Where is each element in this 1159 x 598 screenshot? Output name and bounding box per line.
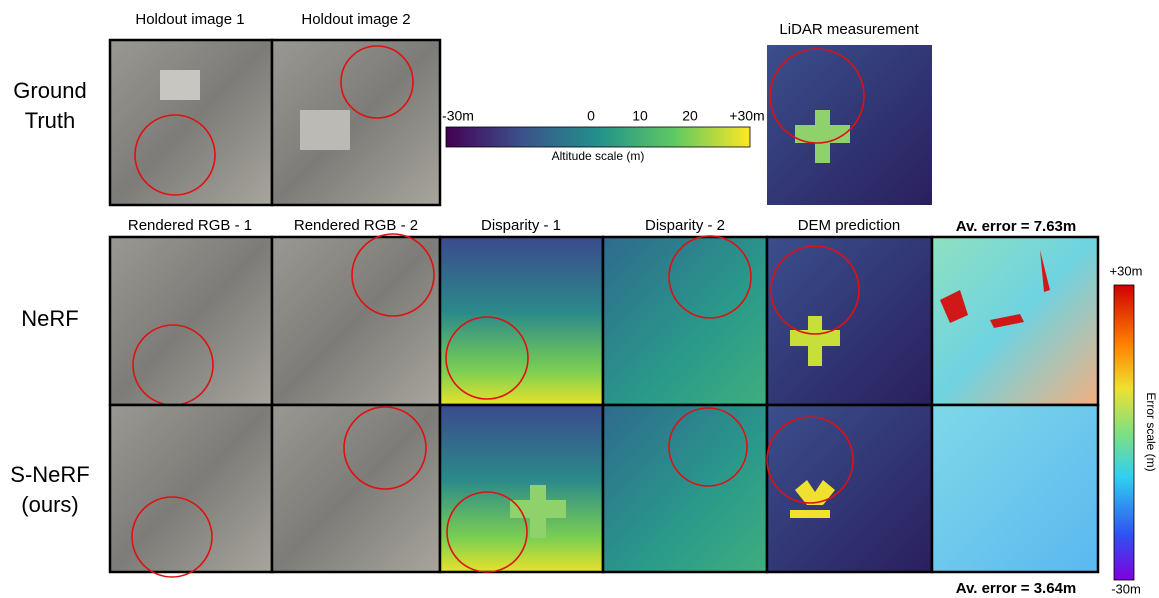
column-title: Rendered RGB - 2 bbox=[294, 217, 418, 234]
holdout-image bbox=[110, 40, 272, 205]
rendered-rgb bbox=[272, 237, 440, 405]
disparity-map bbox=[603, 237, 767, 405]
scale-label: -30m bbox=[1111, 581, 1141, 596]
column-title: Rendered RGB - 1 bbox=[128, 217, 252, 234]
scale-label: +30m bbox=[729, 108, 764, 124]
column-title: Disparity - 2 bbox=[645, 217, 725, 234]
scale-label: +30m bbox=[1110, 263, 1143, 278]
building bbox=[300, 110, 350, 150]
column-title: Holdout image 2 bbox=[301, 11, 410, 28]
column-title: DEM prediction bbox=[798, 217, 901, 234]
error-value: Av. error = 7.63m bbox=[956, 218, 1076, 235]
error-value: Av. error = 3.64m bbox=[956, 580, 1076, 597]
error-colorbar bbox=[1114, 285, 1134, 580]
column-title: LiDAR measurement bbox=[779, 21, 919, 38]
rendered-rgb bbox=[110, 237, 272, 405]
scale-label: -30m bbox=[442, 108, 474, 124]
column-title: Holdout image 1 bbox=[135, 11, 244, 28]
row-label: S-NeRF bbox=[10, 462, 89, 487]
holdout-image bbox=[272, 40, 440, 205]
figure: Holdout image 1 Holdout image 2 LiDAR me… bbox=[0, 0, 1159, 598]
rendered-rgb bbox=[272, 405, 440, 572]
scale-label: 0 bbox=[587, 108, 595, 124]
scale-label: 10 bbox=[632, 108, 648, 124]
scale-label: 20 bbox=[682, 108, 698, 124]
row-label: NeRF bbox=[21, 306, 78, 331]
row-label: Truth bbox=[25, 108, 76, 133]
error-map bbox=[932, 405, 1098, 572]
altitude-colorbar bbox=[446, 127, 750, 147]
dem-map bbox=[767, 405, 932, 572]
rendered-rgb bbox=[110, 405, 272, 572]
row-label: Ground bbox=[13, 78, 86, 103]
disparity-map bbox=[440, 405, 603, 572]
scale-title: Error scale (m) bbox=[1144, 392, 1158, 471]
column-title: Disparity - 1 bbox=[481, 217, 561, 234]
scale-title: Altitude scale (m) bbox=[552, 149, 645, 163]
building bbox=[160, 70, 200, 100]
row-label: (ours) bbox=[21, 492, 78, 517]
